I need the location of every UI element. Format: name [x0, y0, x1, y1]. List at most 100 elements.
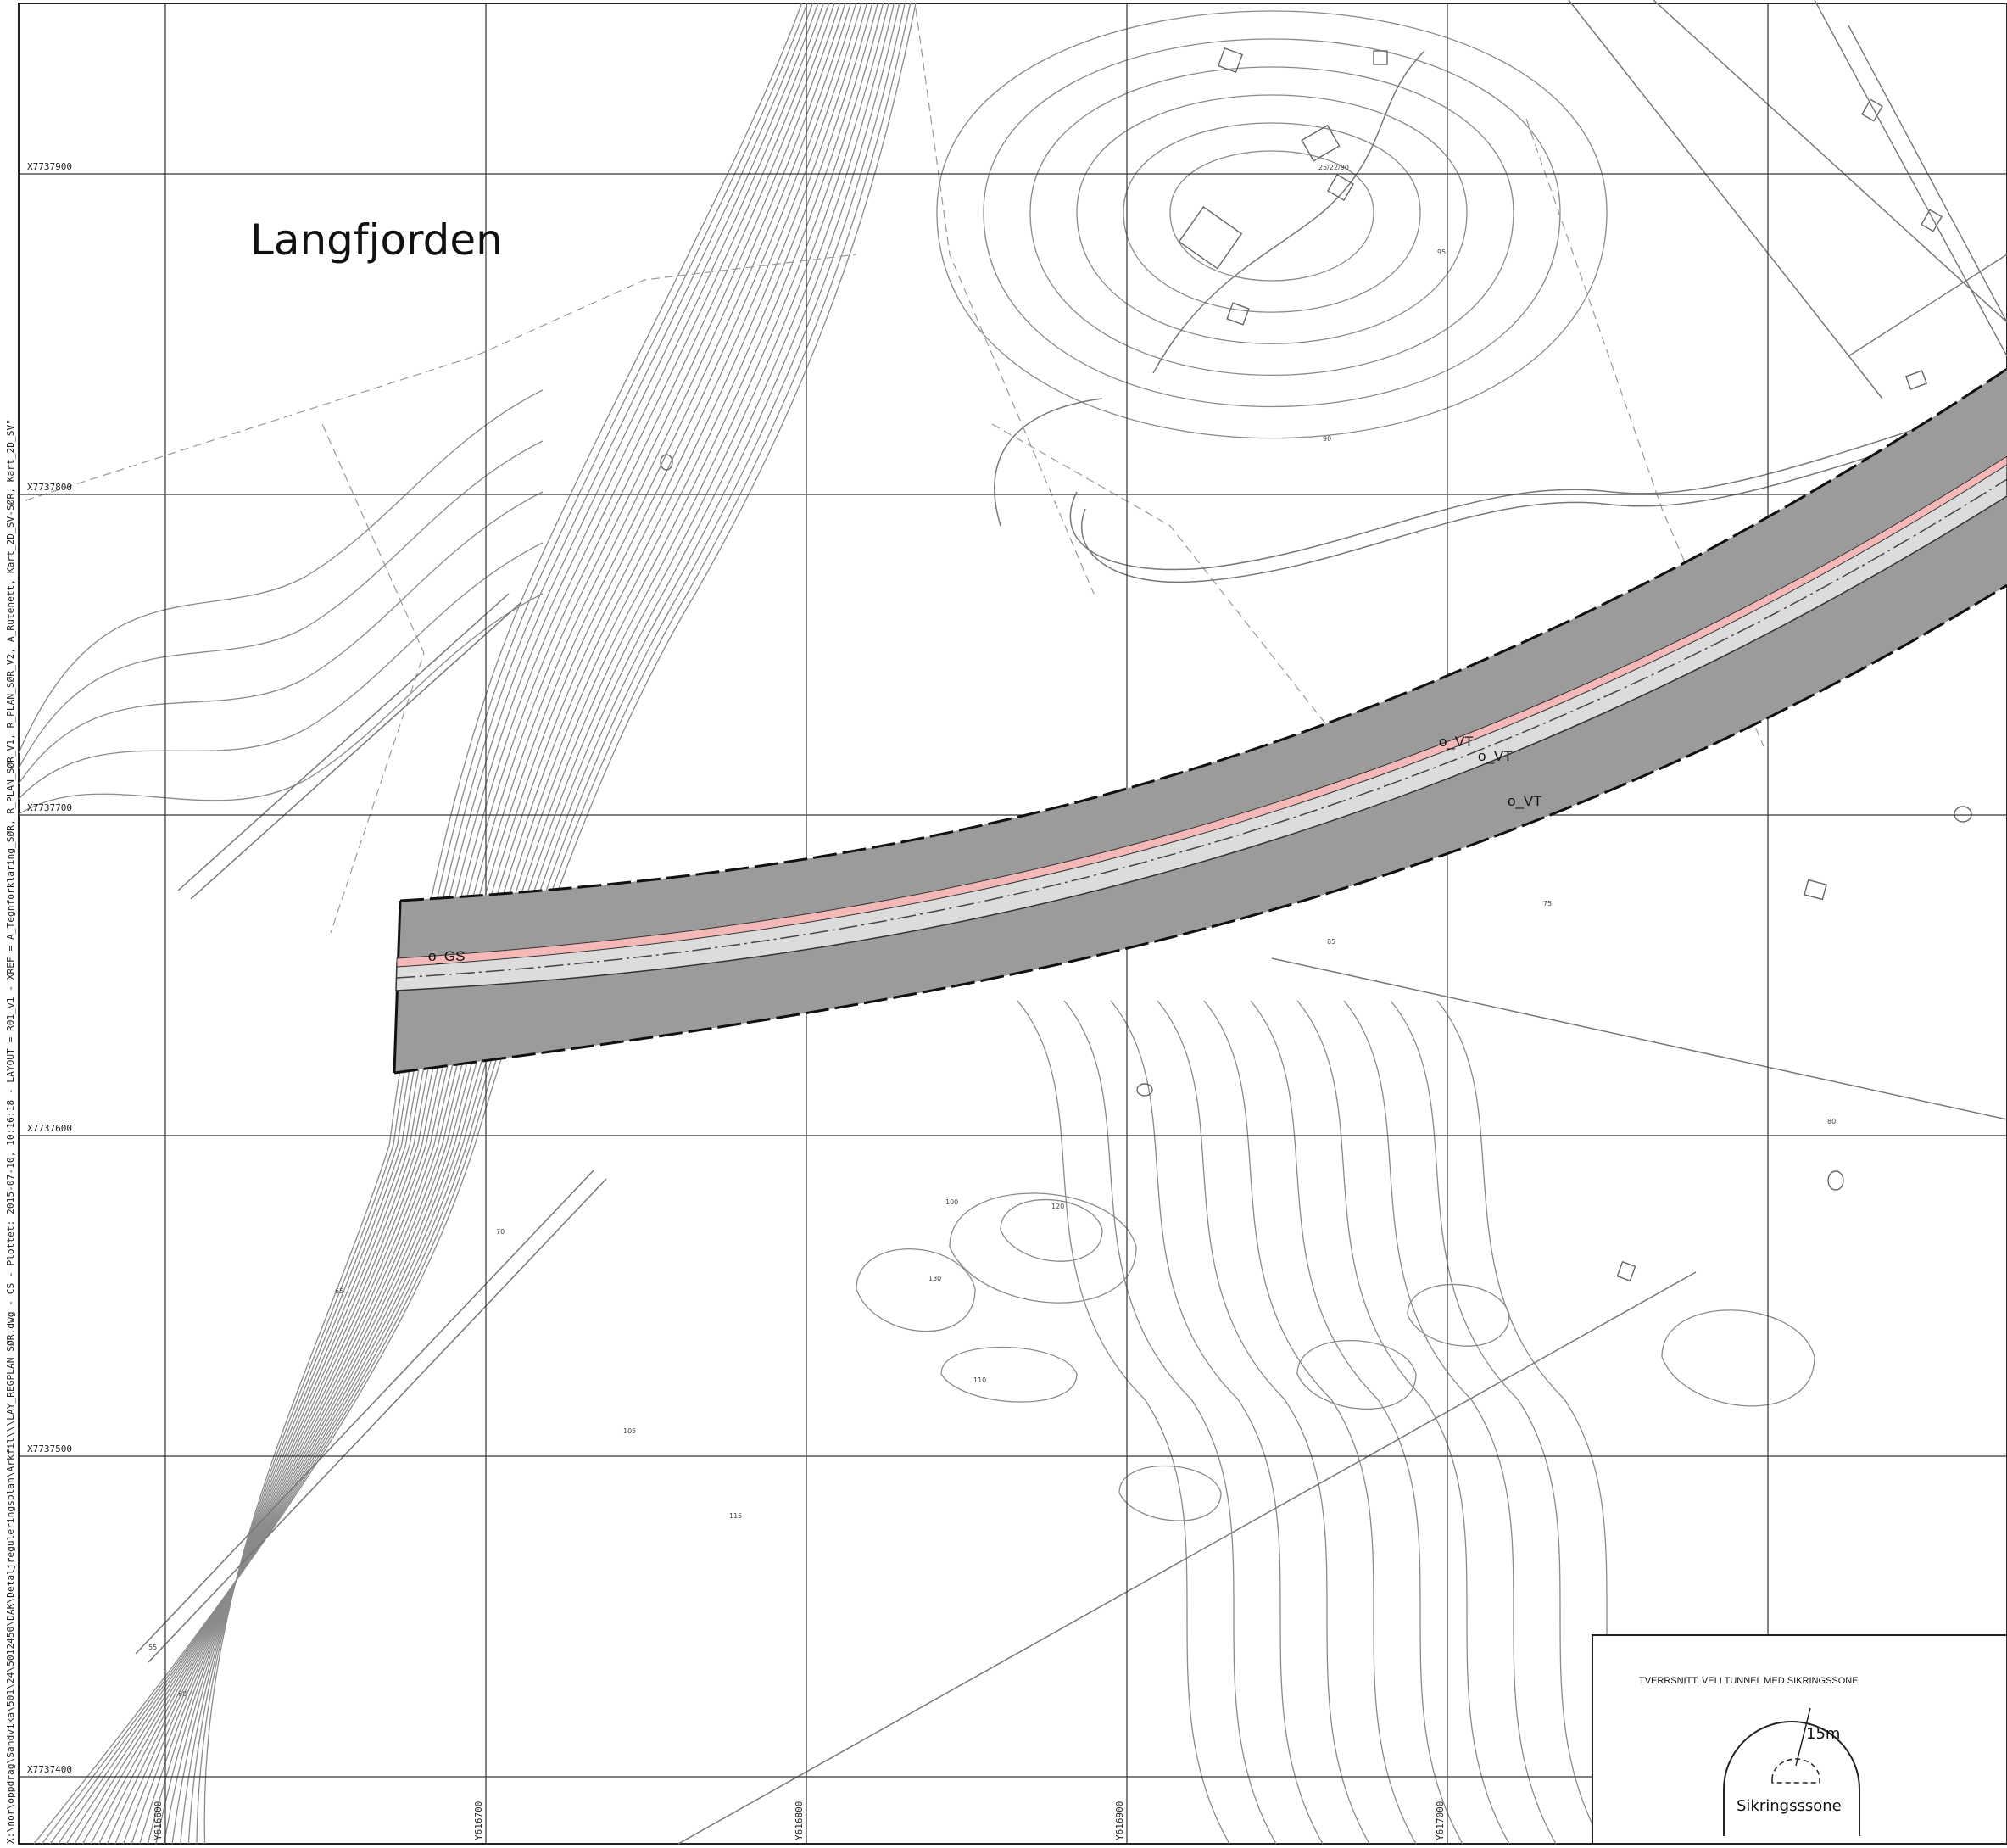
contour-line — [18, 389, 544, 754]
zone-label-gs: o_GS — [428, 948, 465, 964]
contour-line — [187, 3, 814, 1845]
grid-label-y: Y616900 — [1114, 1801, 1125, 1840]
property-boundaries — [25, 8, 1764, 934]
contour-line — [180, 3, 819, 1845]
contour-label: 105 — [623, 1427, 636, 1435]
tunnel-profile — [1723, 1721, 1860, 1836]
contour-line — [1110, 1000, 1324, 1845]
contour-line — [18, 593, 544, 815]
contour-line — [155, 3, 835, 1845]
contour-line — [18, 440, 544, 769]
contour-label: 100 — [945, 1198, 958, 1206]
building — [1136, 1083, 1153, 1097]
contour-label: 65 — [335, 1287, 343, 1295]
building — [1861, 98, 1883, 122]
building — [660, 454, 673, 471]
zone-label-vt-1: o_VT — [1439, 734, 1474, 750]
contour-label: 70 — [496, 1228, 505, 1236]
contour-label: 110 — [973, 1376, 986, 1384]
contour-line — [949, 1192, 1137, 1304]
contour-line — [1343, 1000, 1557, 1845]
contour-line — [1076, 94, 1468, 344]
contour-line — [1123, 122, 1421, 313]
contour-line — [1661, 1309, 1815, 1407]
existing-roads — [135, 0, 2007, 1845]
contour-label: 80 — [1827, 1118, 1836, 1125]
zone-label-vt-3: o_VT — [1508, 793, 1542, 809]
contour-height-labels: 55 60 65 70 75 80 85 90 95 100 105 110 1… — [148, 248, 1836, 1698]
legend-box — [1592, 1634, 2007, 1845]
building — [1616, 1260, 1636, 1282]
building — [1921, 209, 1943, 232]
grid-y-labels: Y616600 Y616700 Y616800 Y616900 Y617000 — [153, 1801, 1446, 1840]
building — [1301, 124, 1341, 162]
security-zone-boundary-bottom — [393, 583, 2007, 1075]
contour-line — [1390, 1000, 1603, 1845]
building — [1904, 370, 1928, 390]
contour-line — [1017, 1000, 1230, 1845]
road-centerline — [396, 478, 2007, 979]
contour-line — [203, 3, 803, 1845]
contour-label: 115 — [729, 1512, 742, 1520]
radius-label: 15m — [1806, 1725, 1840, 1743]
contour-line — [1157, 1000, 1370, 1845]
building — [1218, 47, 1243, 73]
contour-line — [856, 1248, 976, 1332]
zone-label-vt-2: o_VT — [1478, 748, 1513, 764]
grid-label-x: X7737900 — [27, 161, 72, 172]
grid-label-x: X7737600 — [27, 1123, 72, 1134]
radius-line — [1795, 1707, 1811, 1767]
grid-x-labels: X7737900 X7737800 X7737700 X7737600 X773… — [27, 161, 72, 1775]
road-corridor — [393, 367, 2007, 1075]
grid-label-y: Y617000 — [1435, 1801, 1446, 1840]
contour-line — [936, 10, 1608, 439]
grid-label-y: Y616700 — [473, 1801, 484, 1840]
contour-line — [1169, 150, 1374, 282]
contour-label: 90 — [1323, 435, 1331, 443]
buildings — [660, 0, 2007, 1282]
grid-label-x: X7737800 — [27, 482, 72, 493]
grid-label-x: X7737400 — [27, 1764, 72, 1775]
security-zone-boundary-top — [399, 367, 2007, 902]
contour-line — [940, 1346, 1078, 1403]
grid-label-x: X7737700 — [27, 802, 72, 813]
contour-line — [139, 3, 846, 1845]
building — [1954, 806, 1972, 823]
contour-line — [1118, 1465, 1222, 1521]
place-name: Langfjorden — [250, 215, 503, 265]
property-label: 25/22/90 — [1318, 164, 1349, 171]
contour-line — [1000, 1198, 1103, 1262]
contour-line — [18, 542, 544, 800]
contour-line — [1029, 66, 1514, 376]
contour-label: 85 — [1327, 938, 1335, 946]
contour-line — [1250, 1000, 1463, 1845]
contour-line — [983, 38, 1561, 408]
grid-label-y: Y616600 — [153, 1801, 164, 1840]
coordinate-grid — [19, 3, 2007, 1844]
contour-line — [171, 3, 824, 1845]
contour-line — [1203, 1000, 1417, 1845]
contour-label: 55 — [148, 1644, 157, 1651]
contour-label: 75 — [1543, 900, 1552, 907]
contour-line — [147, 3, 841, 1845]
contour-line — [1063, 1000, 1277, 1845]
grid-label-y: Y616800 — [794, 1801, 805, 1840]
contour-line — [196, 3, 808, 1845]
building — [1804, 879, 1827, 901]
contour-line — [163, 3, 830, 1845]
road-section — [1771, 1758, 1820, 1784]
contour-line — [18, 491, 544, 784]
contour-label: 60 — [178, 1690, 187, 1698]
plot-path-text: X:\nor\oppdrag\Sandvika\501\24\5012450\D… — [5, 419, 16, 1844]
zone-name: Sikringsssone — [1737, 1797, 1842, 1815]
building — [1178, 206, 1243, 270]
cross-section-legend: TVERRSNITT: VEI I TUNNEL MED SIKRINGSSON… — [1592, 1634, 2007, 1845]
contour-label: 130 — [928, 1275, 941, 1282]
grid-label-x: X7737500 — [27, 1443, 72, 1454]
walkway-strip — [396, 455, 2007, 968]
legend-title: TVERRSNITT: VEI I TUNNEL MED SIKRINGSSON… — [1639, 1676, 1859, 1686]
building — [1373, 50, 1388, 65]
contour-line — [1407, 1283, 1510, 1347]
contour-label: 120 — [1051, 1203, 1064, 1210]
